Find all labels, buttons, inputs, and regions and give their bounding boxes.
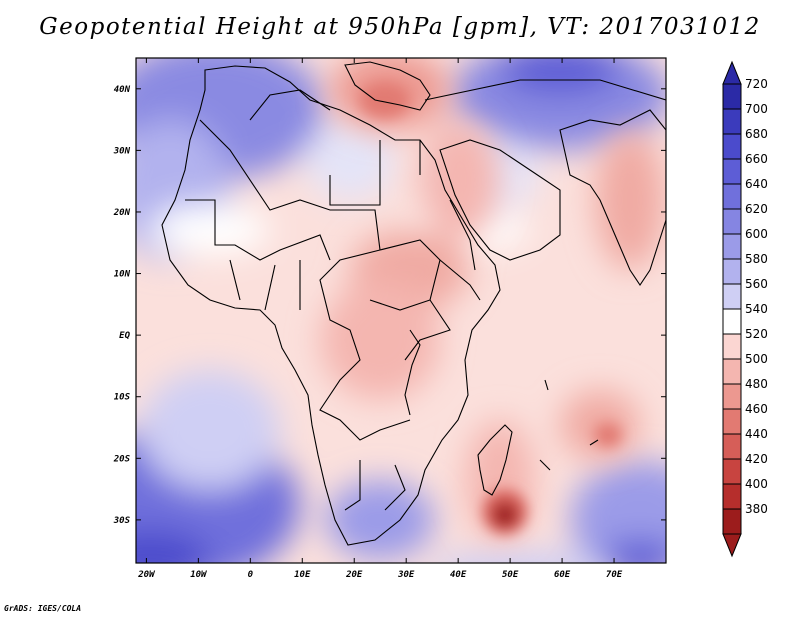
lat-tick-label: 10S [114, 393, 131, 403]
colorbar-label: 520 [745, 327, 768, 341]
colorbar-swatch [722, 133, 742, 160]
colorbar-cap-top [722, 60, 742, 85]
colorbar-label: 480 [745, 377, 768, 391]
colorbar-label: 440 [745, 427, 768, 441]
map-title: Geopotential Height at 950hPa [gpm], VT:… [39, 14, 761, 40]
colorbar-swatch [722, 383, 742, 410]
map-frame [135, 57, 667, 564]
colorbar-swatch [722, 483, 742, 510]
lon-tick-label: 60E [554, 570, 571, 580]
colorbar-swatch [722, 333, 742, 360]
lat-tick-label: EQ [119, 331, 130, 341]
colorbar-label: 720 [745, 77, 768, 91]
colorbar-swatch [722, 308, 742, 335]
colorbar-label: 560 [745, 277, 768, 291]
colorbar-label: 620 [745, 202, 768, 216]
colorbar-label: 700 [745, 102, 768, 116]
colorbar-label: 380 [745, 502, 768, 516]
lat-tick-label: 20S [113, 454, 131, 464]
lon-tick-label: 10E [294, 570, 311, 580]
lon-tick-label: 70E [606, 570, 623, 580]
colorbar-swatch [722, 208, 742, 235]
map-axes: 40N 30N 20N 10N EQ 10S 20S 30S 20W 10W 0 10E 20E 30E 4… [113, 58, 666, 580]
lat-tick-label: 40N [114, 85, 131, 95]
colorbar-swatch [722, 183, 742, 210]
lon-tick-label: 30E [397, 570, 415, 580]
colorbar-swatch [722, 158, 742, 185]
colorbar-swatch [722, 233, 742, 260]
colorbar-label: 400 [745, 477, 768, 491]
colorbar-cap-bottom [722, 533, 742, 558]
colorbar-swatch [722, 408, 742, 435]
lon-tick-label: 10W [190, 570, 208, 580]
colorbar-swatch [722, 258, 742, 285]
lon-tick-label: 20W [137, 570, 156, 580]
lat-tick-label: 10N [114, 270, 131, 280]
colorbar-swatch [722, 508, 742, 535]
colorbar-swatch [722, 358, 742, 385]
colorbar-swatch [722, 83, 742, 110]
colorbar: 720 700 680 660 640 620 600 580 560 540 520 500 480 4… [722, 60, 768, 558]
lat-tick-label: 30S [113, 516, 131, 526]
lat-tick-label: 30N [113, 146, 131, 156]
colorbar-swatch [722, 283, 742, 310]
height-field [136, 58, 666, 563]
lat-tick-label: 20N [113, 208, 131, 218]
colorbar-label: 600 [745, 227, 768, 241]
colorbar-label: 460 [745, 402, 768, 416]
colorbar-label: 420 [745, 452, 768, 466]
lon-tick-label: 20E [345, 570, 363, 580]
lon-tick-label: 40E [450, 570, 467, 580]
credit-text: GrADS: IGES/COLA [4, 604, 82, 613]
colorbar-swatch [722, 108, 742, 135]
lon-tick-label: 50E [502, 570, 519, 580]
lon-tick-label: 0 [248, 570, 254, 580]
colorbar-label: 640 [745, 177, 768, 191]
colorbar-label: 580 [745, 252, 768, 266]
colorbar-swatch [722, 433, 742, 460]
coastlines [161, 61, 666, 546]
colorbar-swatch [722, 458, 742, 485]
colorbar-label: 680 [745, 127, 768, 141]
colorbar-label: 500 [745, 352, 768, 366]
colorbar-label: 540 [745, 302, 768, 316]
colorbar-label: 660 [745, 152, 768, 166]
